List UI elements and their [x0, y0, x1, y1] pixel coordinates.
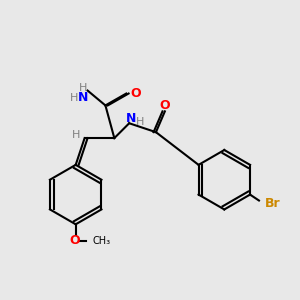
- Text: CH₃: CH₃: [92, 236, 110, 246]
- Text: O: O: [131, 87, 141, 100]
- Text: H: H: [136, 117, 145, 127]
- Text: O: O: [160, 99, 170, 112]
- Text: N: N: [125, 112, 136, 125]
- Text: Br: Br: [265, 197, 280, 210]
- Text: O: O: [69, 234, 80, 247]
- Text: H: H: [71, 130, 80, 140]
- Text: H: H: [79, 82, 87, 93]
- Text: N: N: [78, 92, 88, 104]
- Text: H: H: [70, 93, 78, 103]
